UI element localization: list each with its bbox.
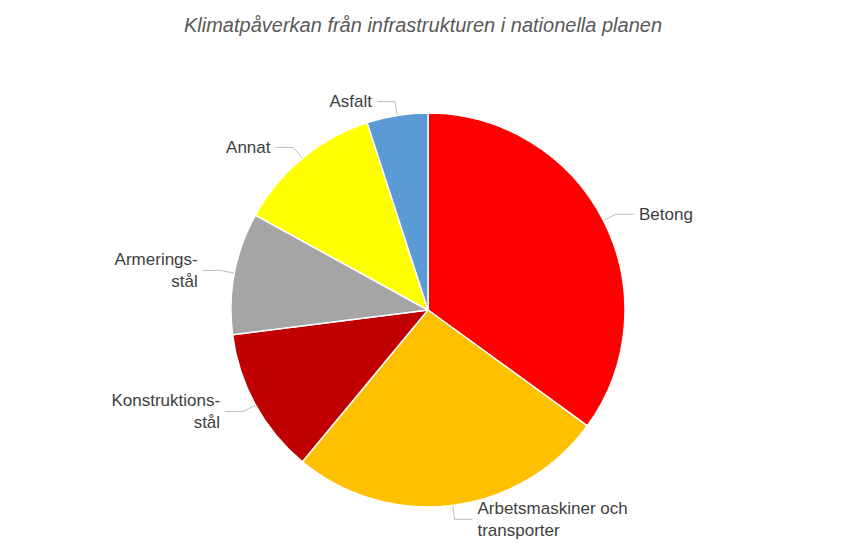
svg-text:Konstruktions-: Konstruktions- xyxy=(111,391,220,410)
svg-text:Asfalt: Asfalt xyxy=(329,92,372,111)
svg-text:Arbetsmaskiner och: Arbetsmaskiner och xyxy=(477,499,627,518)
svg-text:stål: stål xyxy=(194,413,220,432)
svg-text:Armerings-: Armerings- xyxy=(115,250,198,269)
svg-text:Betong: Betong xyxy=(639,205,693,224)
svg-text:stål: stål xyxy=(171,272,197,291)
svg-text:Klimatpåverkan från infrastruk: Klimatpåverkan från infrastrukturen i na… xyxy=(184,14,662,36)
svg-text:Annat: Annat xyxy=(226,138,271,157)
svg-text:transporter: transporter xyxy=(477,521,560,540)
